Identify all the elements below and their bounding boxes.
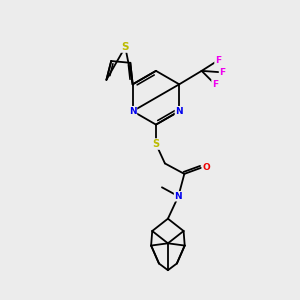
Text: N: N: [129, 107, 136, 116]
Text: O: O: [203, 164, 211, 172]
Text: F: F: [220, 68, 226, 77]
Text: F: F: [212, 80, 218, 89]
Text: N: N: [176, 107, 183, 116]
Text: S: S: [152, 139, 160, 149]
Text: N: N: [175, 192, 182, 201]
Text: F: F: [215, 56, 221, 65]
Text: S: S: [122, 42, 129, 52]
